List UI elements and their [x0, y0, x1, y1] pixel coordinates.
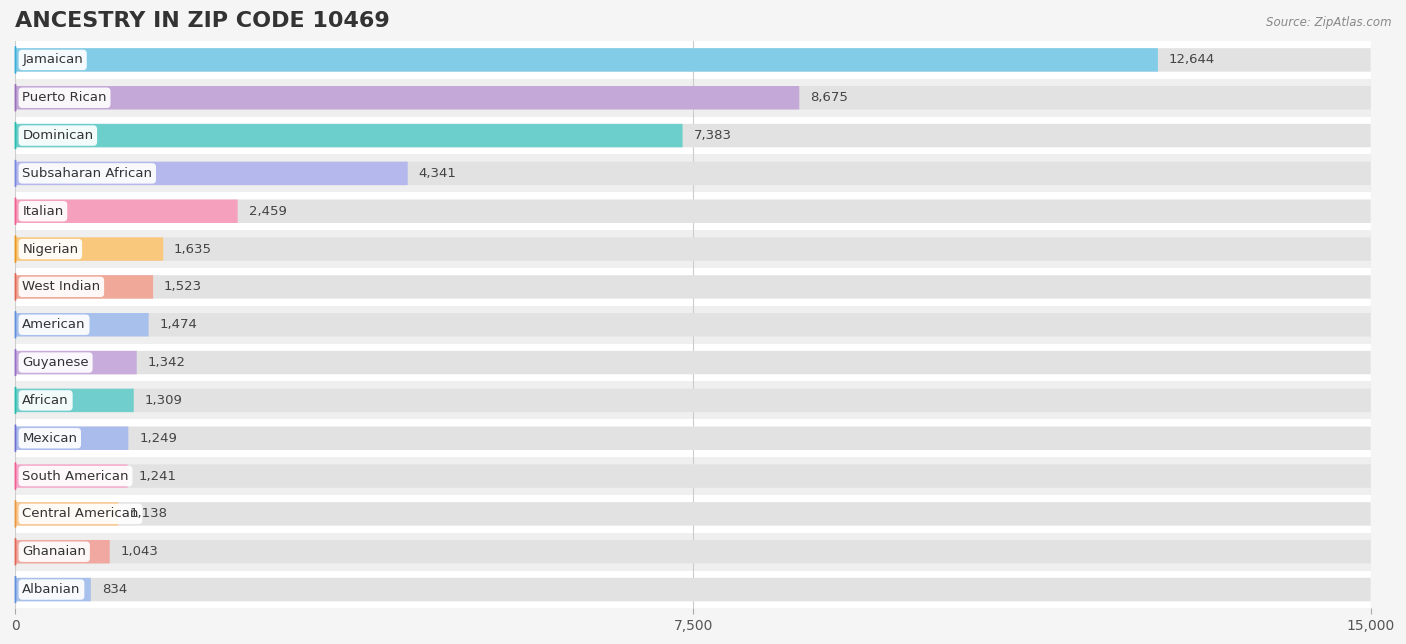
- Text: Guyanese: Guyanese: [22, 356, 89, 369]
- FancyBboxPatch shape: [15, 86, 799, 109]
- Text: Dominican: Dominican: [22, 129, 93, 142]
- FancyBboxPatch shape: [15, 200, 1371, 223]
- Text: Jamaican: Jamaican: [22, 53, 83, 66]
- FancyBboxPatch shape: [15, 426, 128, 450]
- Text: Albanian: Albanian: [22, 583, 80, 596]
- FancyBboxPatch shape: [15, 502, 118, 526]
- FancyBboxPatch shape: [15, 162, 408, 185]
- Text: Puerto Rican: Puerto Rican: [22, 91, 107, 104]
- FancyBboxPatch shape: [15, 86, 1371, 109]
- FancyBboxPatch shape: [15, 540, 1371, 564]
- Text: 1,309: 1,309: [145, 394, 183, 407]
- Bar: [15, 79, 1371, 117]
- FancyBboxPatch shape: [15, 313, 149, 336]
- FancyBboxPatch shape: [15, 464, 1371, 488]
- Text: Mexican: Mexican: [22, 431, 77, 445]
- FancyBboxPatch shape: [15, 48, 1371, 71]
- FancyBboxPatch shape: [15, 426, 1371, 450]
- Text: 834: 834: [101, 583, 127, 596]
- Text: American: American: [22, 318, 86, 331]
- FancyBboxPatch shape: [15, 200, 238, 223]
- Text: 1,241: 1,241: [138, 469, 177, 482]
- FancyBboxPatch shape: [15, 351, 1371, 374]
- Text: 8,675: 8,675: [810, 91, 848, 104]
- FancyBboxPatch shape: [15, 578, 91, 601]
- FancyBboxPatch shape: [15, 313, 1371, 336]
- Text: Italian: Italian: [22, 205, 63, 218]
- Bar: [15, 495, 1371, 533]
- Text: South American: South American: [22, 469, 129, 482]
- Bar: [15, 230, 1371, 268]
- FancyBboxPatch shape: [15, 578, 1371, 601]
- Text: 1,043: 1,043: [121, 545, 159, 558]
- Text: Ghanaian: Ghanaian: [22, 545, 86, 558]
- Bar: [15, 571, 1371, 609]
- Text: ANCESTRY IN ZIP CODE 10469: ANCESTRY IN ZIP CODE 10469: [15, 11, 391, 31]
- Bar: [15, 419, 1371, 457]
- Text: 1,474: 1,474: [159, 318, 197, 331]
- Bar: [15, 381, 1371, 419]
- Text: Subsaharan African: Subsaharan African: [22, 167, 152, 180]
- Bar: [15, 193, 1371, 230]
- Text: 1,138: 1,138: [129, 507, 167, 520]
- Bar: [15, 117, 1371, 155]
- Bar: [15, 306, 1371, 344]
- FancyBboxPatch shape: [15, 540, 110, 564]
- FancyBboxPatch shape: [15, 162, 1371, 185]
- FancyBboxPatch shape: [15, 238, 163, 261]
- FancyBboxPatch shape: [15, 238, 1371, 261]
- FancyBboxPatch shape: [15, 351, 136, 374]
- FancyBboxPatch shape: [15, 502, 1371, 526]
- Text: West Indian: West Indian: [22, 280, 100, 294]
- Bar: [15, 533, 1371, 571]
- Text: 1,342: 1,342: [148, 356, 186, 369]
- Text: 4,341: 4,341: [419, 167, 457, 180]
- Bar: [15, 268, 1371, 306]
- Text: Source: ZipAtlas.com: Source: ZipAtlas.com: [1267, 16, 1392, 29]
- FancyBboxPatch shape: [15, 124, 1371, 147]
- Text: 2,459: 2,459: [249, 205, 287, 218]
- FancyBboxPatch shape: [15, 124, 682, 147]
- Bar: [15, 155, 1371, 193]
- Bar: [15, 457, 1371, 495]
- Text: African: African: [22, 394, 69, 407]
- Text: Central American: Central American: [22, 507, 139, 520]
- Text: 1,523: 1,523: [165, 280, 202, 294]
- Text: 1,249: 1,249: [139, 431, 177, 445]
- Bar: [15, 344, 1371, 381]
- Text: 7,383: 7,383: [693, 129, 731, 142]
- FancyBboxPatch shape: [15, 48, 1159, 71]
- FancyBboxPatch shape: [15, 464, 128, 488]
- FancyBboxPatch shape: [15, 389, 134, 412]
- FancyBboxPatch shape: [15, 389, 1371, 412]
- Bar: [15, 41, 1371, 79]
- Text: 12,644: 12,644: [1168, 53, 1215, 66]
- Text: 1,635: 1,635: [174, 243, 212, 256]
- FancyBboxPatch shape: [15, 275, 1371, 299]
- FancyBboxPatch shape: [15, 275, 153, 299]
- Text: Nigerian: Nigerian: [22, 243, 79, 256]
